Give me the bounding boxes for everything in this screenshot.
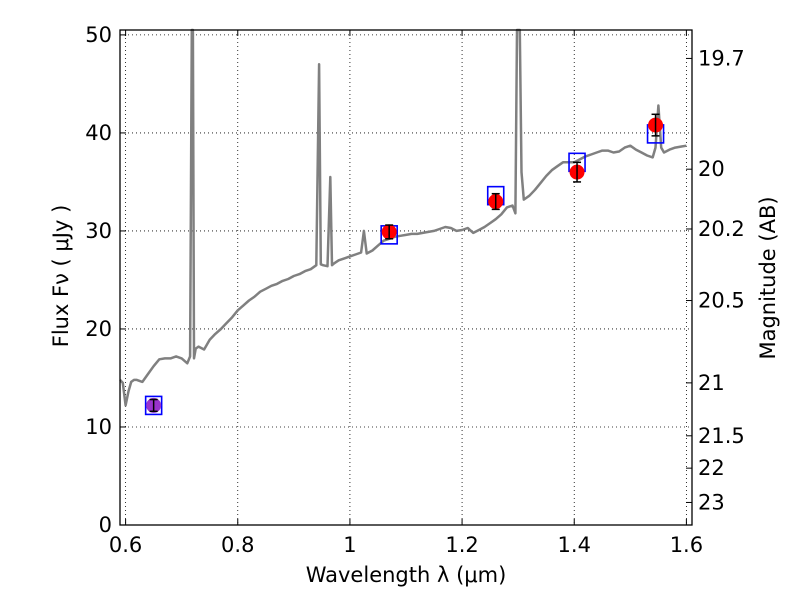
right-tick-label: 22 [698,456,725,480]
right-tick-label: 21 [698,371,725,395]
spectrum-line-group [119,28,687,407]
right-tick-label: 19.7 [698,46,745,70]
spectrum-line [119,28,687,407]
x-tick-label: 0.8 [221,533,254,557]
x-tick-label: 1.4 [558,533,591,557]
synthetic-photometry-group [144,124,665,416]
right-tick-label: 20.5 [698,289,745,313]
plot-frame [119,29,693,526]
observed-photometry-group [146,113,664,413]
x-axis-title: Wavelength λ (μm) [306,563,507,587]
right-tick-label: 20.2 [698,217,745,241]
x-tick-label: 1.6 [670,533,703,557]
x-tick-label: 0.6 [109,533,142,557]
x-axis-ticks: 0.6 0.8 1 1.2 1.4 1.6 [109,30,703,557]
right-tick-label: 23 [698,490,725,514]
y-tick-label: 20 [85,317,112,341]
grid-lines [120,30,692,526]
y-tick-label: 50 [85,23,112,47]
y-tick-label: 40 [85,121,112,145]
right-tick-label: 20 [698,157,725,181]
x-tick-label: 1 [343,533,356,557]
synthetic-photometry-square [144,395,163,416]
y-axis-title: Flux Fν ( μJy ) [49,205,73,348]
right-axis-title: Magnitude (AB) [756,196,780,359]
y-tick-label: 0 [99,513,112,537]
y-axis-ticks: 0 10 20 30 40 50 [85,23,126,537]
x-tick-label: 1.2 [445,533,478,557]
right-tick-label: 21.5 [698,424,745,448]
y-tick-label: 30 [85,219,112,243]
right-axis-ticks: 19.7 20 20.2 20.5 21 21.5 22 23 [686,46,745,514]
y-tick-label: 10 [85,415,112,439]
